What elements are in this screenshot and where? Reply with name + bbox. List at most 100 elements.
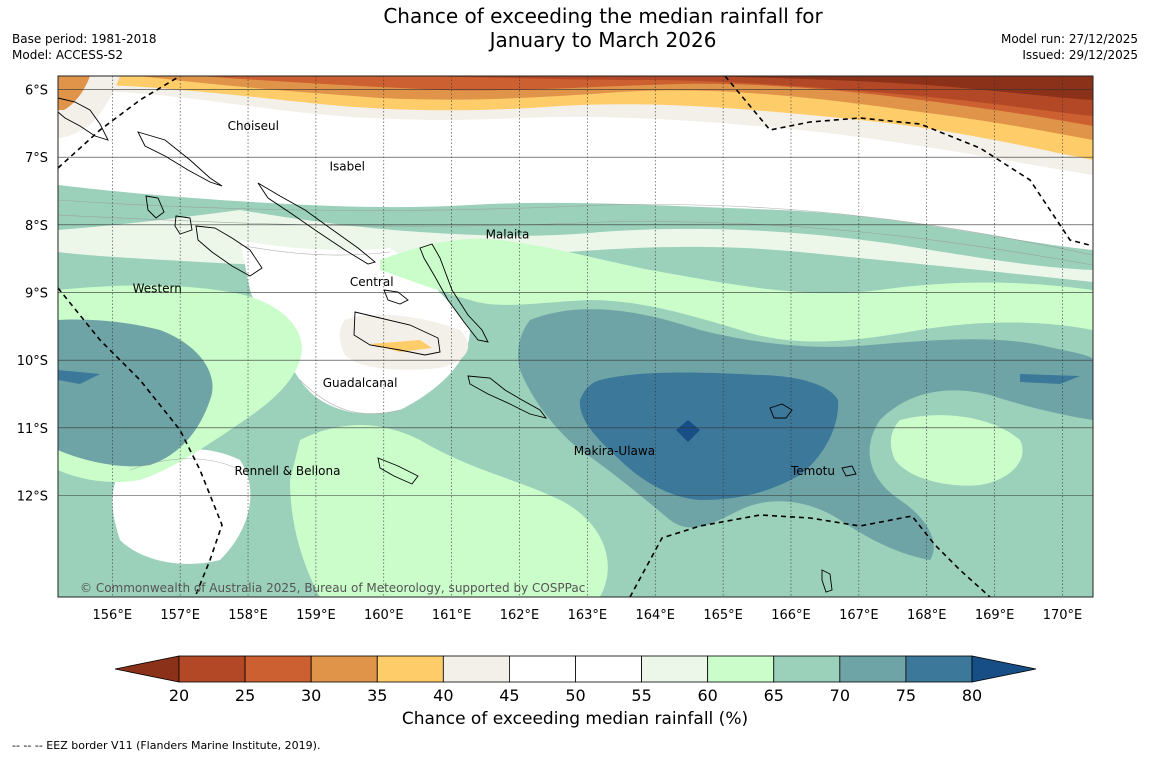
- field-60-65-south: [290, 425, 608, 597]
- place-label: Guadalcanal: [323, 376, 398, 390]
- lon-tick-label: 163°E: [568, 608, 608, 623]
- colorbar-segment: [376, 655, 444, 683]
- lat-tick-label: 7°S: [25, 151, 48, 166]
- island-makira: [467, 375, 548, 419]
- place-label: Rennell & Bellona: [234, 464, 340, 478]
- meta-right: Model run: 27/12/2025 Issued: 29/12/2025: [1001, 31, 1138, 63]
- lon-tick-label: 157°E: [160, 608, 200, 623]
- colorbar-segment: [442, 655, 510, 683]
- place-labels: Choiseul Isabel Malaita Central Western Guada…: [133, 119, 835, 478]
- colorbar-segment: [509, 655, 576, 683]
- title-line-2: January to March 2026: [489, 28, 717, 52]
- island-choiseul: [137, 131, 223, 187]
- field-20-25-north: [420, 76, 1093, 116]
- latitude-tick-labels: 6°S 7°S 8°S 9°S 10°S 11°S 12°S: [17, 84, 48, 505]
- lat-tick-label: 10°S: [17, 354, 48, 369]
- field-80-plus: [676, 420, 700, 442]
- title-line-1: Chance of exceeding the median rainfall …: [383, 4, 823, 28]
- island-western-3: [145, 195, 165, 219]
- colorbar-segment: [905, 655, 973, 683]
- colorbar-segment: [575, 655, 642, 683]
- lat-tick-label: 9°S: [25, 287, 48, 302]
- copyright-text: © Commonwealth of Australia 2025, Bureau…: [80, 581, 585, 595]
- field-75-80-west: [58, 370, 100, 384]
- colorbar-title: Chance of exceeding median rainfall (%): [401, 709, 749, 729]
- model-run: Model run: 27/12/2025: [1000, 32, 1138, 46]
- colorbar-tick-label: 60: [697, 686, 717, 705]
- island-western-2: [195, 225, 263, 277]
- field-60-65-north: [380, 238, 1093, 342]
- colorbar-tick-label: 35: [367, 686, 387, 705]
- place-label: Makira-Ulawa: [574, 444, 655, 458]
- island-santa-cruz: [769, 403, 793, 419]
- colorbar-tick-label: 70: [830, 686, 850, 705]
- lon-tick-label: 164°E: [635, 608, 675, 623]
- field-75-80-east: [1020, 374, 1080, 384]
- longitude-tick-labels: 156°E 157°E 158°E 159°E 160°E 161°E 162°E 163°E…: [93, 608, 1083, 623]
- contour-lines: [58, 199, 1093, 471]
- colorbar-segment: [178, 655, 246, 683]
- field-below-20-north: [700, 76, 1093, 100]
- colorbar-tick-label: 75: [896, 686, 916, 705]
- island-central: [383, 289, 409, 305]
- lon-tick-label: 169°E: [975, 608, 1015, 623]
- lon-tick-label: 165°E: [703, 608, 743, 623]
- colorbar-segment: [707, 655, 775, 683]
- island-guadalcanal: [353, 311, 441, 356]
- place-label: Isabel: [329, 160, 364, 174]
- map-title: Chance of exceeding the median rainfall …: [0, 4, 1150, 52]
- lon-tick-label: 158°E: [228, 608, 268, 623]
- place-label: Western: [133, 282, 182, 296]
- eez-borders: [57, 75, 1094, 598]
- lat-tick-label: 11°S: [17, 422, 48, 437]
- colorbar-tick-label: 40: [433, 686, 453, 705]
- colorbar-arrow-low: [114, 655, 180, 683]
- lon-tick-label: 161°E: [432, 608, 472, 623]
- colorbar-segment: [641, 655, 709, 683]
- rainfall-field: [58, 76, 1093, 597]
- lon-tick-label: 156°E: [93, 608, 133, 623]
- graticule: [58, 76, 1093, 597]
- lat-tick-label: 6°S: [25, 84, 48, 99]
- colorbar-segment: [839, 655, 907, 683]
- island-outlines: [57, 97, 857, 593]
- lon-tick-label: 162°E: [500, 608, 540, 623]
- colorbar-segment: [773, 655, 841, 683]
- lat-tick-label: 8°S: [25, 219, 48, 234]
- field-nw-corner-dry: [58, 76, 90, 110]
- field-southwest-white: [112, 449, 251, 564]
- island-malaita: [419, 243, 489, 343]
- place-label: Choiseul: [228, 119, 279, 133]
- field-70-75-west: [58, 319, 213, 467]
- colorbar-tick-label: 25: [235, 686, 255, 705]
- island-temotu-1: [841, 465, 857, 477]
- lon-tick-label: 159°E: [296, 608, 336, 623]
- colorbar-tick-label: 80: [962, 686, 982, 705]
- field-75-80-core: [579, 372, 839, 500]
- island-bougainville: [57, 97, 109, 141]
- place-label: Malaita: [486, 227, 530, 241]
- colorbar-tick-label: 45: [499, 686, 519, 705]
- colorbar-arrow-high: [971, 655, 1037, 683]
- place-label: Central: [350, 275, 394, 289]
- colorbar-tick-label: 30: [301, 686, 321, 705]
- lon-tick-label: 166°E: [771, 608, 811, 623]
- lon-tick-label: 160°E: [364, 608, 404, 623]
- eez-footnote: -- -- -- EEZ border V11 (Flanders Marine…: [12, 739, 321, 752]
- place-label: Temotu: [790, 464, 835, 478]
- colorbar-segment: [310, 655, 378, 683]
- colorbar-tick-label: 20: [169, 686, 189, 705]
- colorbar: 20 25 30 35 40 45 50 55 60 65 70 75 80: [114, 655, 1037, 705]
- field-60-65-east: [890, 415, 1023, 486]
- lon-tick-label: 170°E: [1043, 608, 1083, 623]
- colorbar-tick-label: 55: [631, 686, 651, 705]
- lat-tick-label: 12°S: [17, 490, 48, 505]
- field-35-40-guadalcanal: [370, 340, 432, 352]
- map-frame: [57, 75, 1094, 598]
- colorbar-segment: [244, 655, 312, 683]
- colorbar-tick-label: 50: [565, 686, 585, 705]
- island-rennell: [377, 457, 419, 485]
- colorbar-tick-label: 65: [764, 686, 784, 705]
- base-period: Base period: 1981-2018: [12, 32, 157, 46]
